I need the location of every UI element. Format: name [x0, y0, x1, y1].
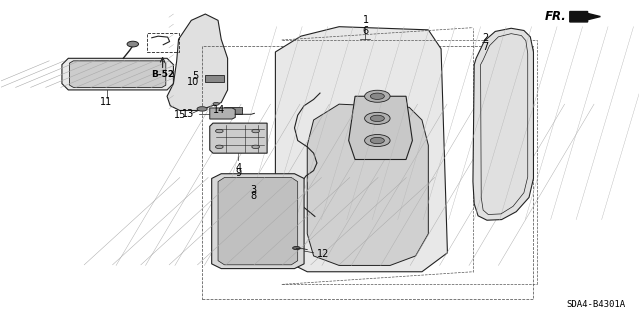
- Ellipse shape: [216, 145, 223, 149]
- Bar: [202, 46, 534, 299]
- Bar: [205, 75, 225, 82]
- Polygon shape: [570, 11, 600, 22]
- Ellipse shape: [371, 93, 385, 100]
- Text: 2: 2: [483, 33, 489, 43]
- Text: 9: 9: [236, 168, 241, 178]
- Text: 1: 1: [363, 15, 369, 26]
- Text: 8: 8: [250, 191, 256, 201]
- Polygon shape: [307, 104, 428, 265]
- Text: 11: 11: [100, 97, 113, 107]
- Text: 12: 12: [317, 249, 329, 259]
- Text: 5: 5: [193, 71, 199, 81]
- Polygon shape: [167, 14, 228, 110]
- Ellipse shape: [213, 102, 220, 105]
- Text: 14: 14: [214, 106, 226, 115]
- Ellipse shape: [365, 112, 390, 124]
- Ellipse shape: [252, 145, 259, 149]
- Text: 6: 6: [363, 26, 369, 36]
- Ellipse shape: [365, 90, 390, 102]
- Text: SDA4-B4301A: SDA4-B4301A: [567, 300, 626, 309]
- Ellipse shape: [292, 247, 300, 250]
- Text: 15: 15: [174, 110, 186, 120]
- Ellipse shape: [216, 129, 223, 133]
- Polygon shape: [275, 27, 447, 272]
- Polygon shape: [62, 58, 173, 90]
- Ellipse shape: [252, 129, 259, 133]
- Polygon shape: [210, 123, 267, 153]
- Ellipse shape: [371, 137, 385, 144]
- Text: 4: 4: [236, 163, 241, 173]
- Bar: [147, 33, 179, 52]
- Polygon shape: [212, 174, 304, 269]
- Text: 7: 7: [483, 42, 489, 52]
- Text: 13: 13: [182, 109, 195, 119]
- Bar: [225, 107, 243, 114]
- Text: FR.: FR.: [545, 10, 566, 23]
- Polygon shape: [210, 108, 236, 119]
- Ellipse shape: [197, 107, 207, 111]
- Text: 3: 3: [250, 185, 256, 196]
- Text: B-52: B-52: [151, 70, 174, 79]
- Polygon shape: [349, 96, 412, 160]
- Ellipse shape: [365, 135, 390, 146]
- Polygon shape: [70, 61, 166, 87]
- Polygon shape: [218, 178, 298, 265]
- Ellipse shape: [371, 115, 385, 122]
- Polygon shape: [473, 28, 534, 220]
- Ellipse shape: [127, 41, 138, 47]
- Text: 10: 10: [187, 77, 199, 87]
